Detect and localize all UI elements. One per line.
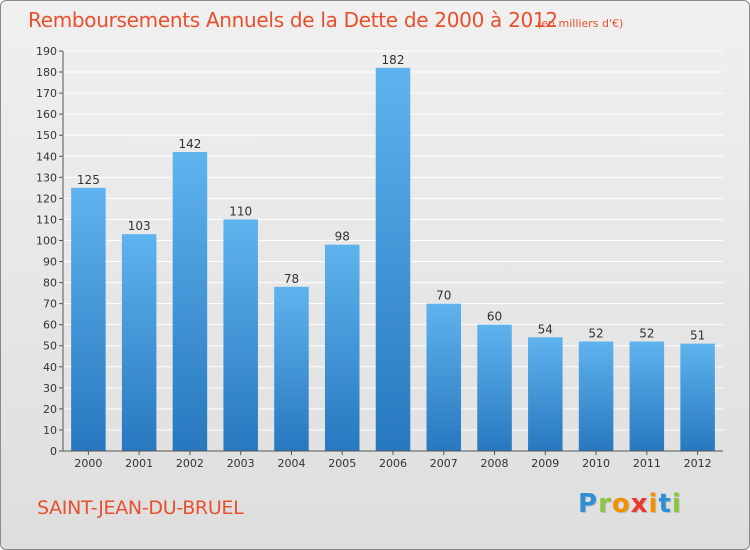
y-tick-label: 110 (36, 213, 57, 226)
logo-letter: t (658, 489, 672, 519)
bar-value-label: 54 (538, 322, 553, 336)
x-tick-label: 2012 (684, 457, 712, 470)
bar (121, 234, 157, 451)
bar (578, 341, 614, 451)
x-tick-label: 2005 (328, 457, 356, 470)
logo-letter: i (648, 489, 659, 519)
bar-value-label: 103 (128, 219, 151, 233)
x-tick-label: 2004 (277, 457, 305, 470)
bar-value-label: 110 (229, 204, 252, 218)
x-tick-label: 2007 (430, 457, 458, 470)
y-tick-label: 180 (36, 66, 57, 79)
bar (223, 219, 258, 451)
y-tick-label: 70 (43, 298, 57, 311)
bar (274, 286, 309, 451)
x-tick-label: 2000 (74, 457, 102, 470)
y-tick-label: 120 (36, 192, 57, 205)
y-tick-label: 190 (36, 45, 57, 58)
bar-value-label: 98 (335, 230, 350, 244)
y-tick-label: 80 (43, 277, 57, 290)
bar (629, 341, 665, 451)
x-tick-label: 2009 (531, 457, 559, 470)
bar (71, 187, 106, 451)
y-tick-label: 40 (43, 361, 57, 374)
bar (680, 343, 715, 451)
y-tick-label: 130 (36, 171, 57, 184)
y-tick-label: 100 (36, 234, 57, 247)
logo-letter: i (671, 489, 682, 519)
x-tick-label: 2011 (633, 457, 661, 470)
bar-value-label: 78 (284, 272, 299, 286)
bar-value-label: 125 (77, 173, 100, 187)
bar-value-label: 142 (178, 137, 201, 151)
logo-letter: P (578, 489, 599, 519)
y-tick-label: 20 (43, 403, 57, 416)
y-tick-label: 50 (43, 340, 57, 353)
y-tick-label: 10 (43, 424, 57, 437)
bar (426, 303, 462, 451)
y-tick-label: 150 (36, 129, 57, 142)
bar-value-label: 52 (639, 327, 654, 341)
chart-title: Remboursements Annuels de la Dette de 20… (28, 8, 558, 32)
y-tick-label: 60 (43, 319, 57, 332)
x-tick-label: 2008 (481, 457, 509, 470)
bar-value-label: 70 (436, 289, 451, 303)
bar (477, 324, 512, 451)
x-tick-label: 2001 (125, 457, 153, 470)
logo-letter: o (611, 489, 631, 519)
y-tick-label: 90 (43, 256, 57, 269)
bar-value-label: 52 (588, 327, 603, 341)
y-tick-label: 0 (50, 445, 57, 458)
bar-value-label: 182 (382, 53, 405, 67)
y-tick-label: 140 (36, 150, 57, 163)
y-tick-label: 170 (36, 87, 57, 100)
x-tick-label: 2002 (176, 457, 204, 470)
y-tick-label: 160 (36, 108, 57, 121)
city-name: SAINT-JEAN-DU-BRUEL (37, 497, 244, 519)
y-tick-label: 30 (43, 382, 57, 395)
bar (172, 152, 208, 452)
x-tick-label: 2010 (582, 457, 610, 470)
bar-value-label: 60 (487, 310, 502, 324)
x-tick-label: 2006 (379, 457, 407, 470)
bar (528, 337, 563, 451)
bar (375, 67, 411, 451)
logo-letter: x (630, 489, 649, 519)
chart-unit: (en milliers d'€) (537, 17, 624, 30)
logo-letter: r (598, 489, 612, 519)
proxiti-logo: Proxiti (578, 489, 682, 519)
bar-value-label: 51 (690, 329, 705, 343)
x-tick-label: 2003 (227, 457, 255, 470)
bar (324, 244, 360, 451)
